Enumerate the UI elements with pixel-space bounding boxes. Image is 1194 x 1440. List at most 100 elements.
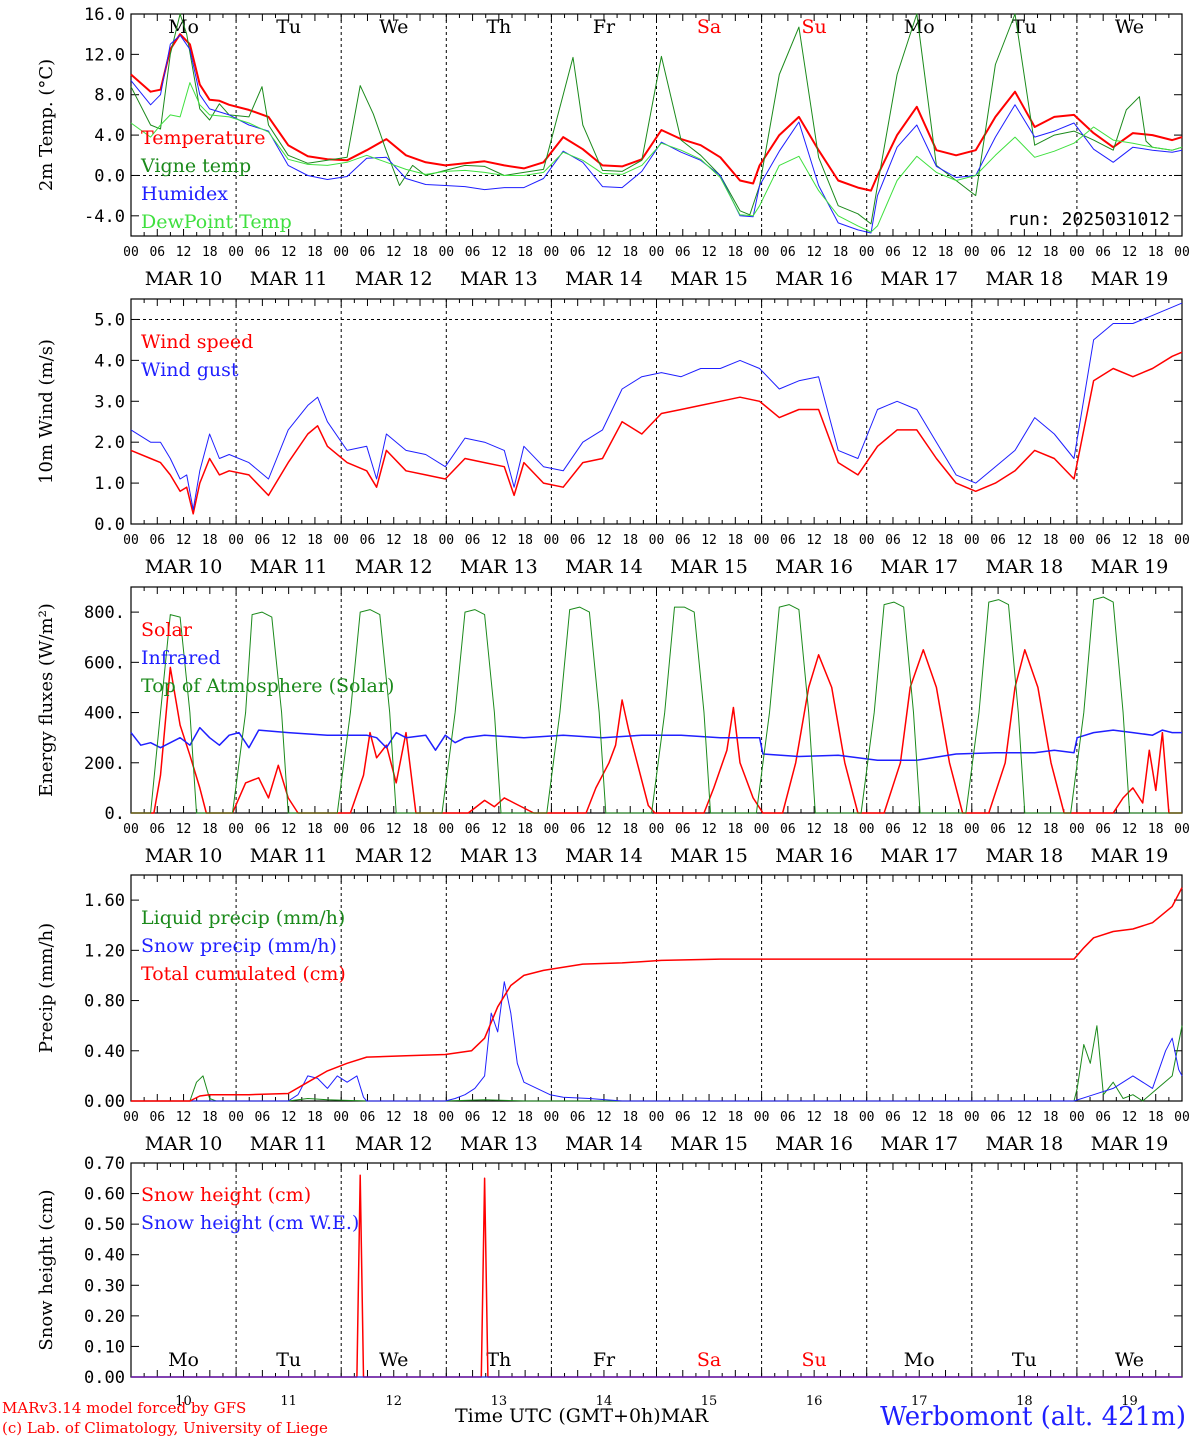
hour-tick-label: 00 xyxy=(649,533,665,548)
y-tick-label: 16.0 xyxy=(84,5,125,25)
hour-tick-label: 00 xyxy=(649,1110,665,1125)
hour-tick-label: 12 xyxy=(1017,822,1033,837)
hour-tick-label: 12 xyxy=(176,1110,192,1125)
y-tick-label: 2.0 xyxy=(94,433,125,453)
date-label: MAR 12 xyxy=(355,556,433,578)
date-label: MAR 16 xyxy=(775,845,853,867)
hour-tick-label: 00 xyxy=(859,533,875,548)
day-of-week-label: We xyxy=(379,16,408,38)
hour-tick-label: 00 xyxy=(964,245,980,260)
date-label: MAR 14 xyxy=(565,845,643,867)
legend-entry: Humidex xyxy=(141,183,228,205)
day-of-week-label: Sa xyxy=(697,16,721,38)
legend-entry: DewPoint Temp xyxy=(141,211,292,233)
hour-tick-label: 06 xyxy=(780,1110,796,1125)
hour-tick-label: 12 xyxy=(596,533,612,548)
hour-tick-label: 00 xyxy=(544,245,560,260)
date-label: MAR 19 xyxy=(1091,1133,1169,1155)
hour-tick-label: 18 xyxy=(727,533,743,548)
hour-tick-label: 18 xyxy=(938,822,954,837)
series-energy-2 xyxy=(131,596,1182,814)
hour-tick-label: 06 xyxy=(1095,1110,1111,1125)
date-label: MAR 10 xyxy=(145,556,223,578)
hour-tick-label: 12 xyxy=(701,1110,717,1125)
date-label: MAR 12 xyxy=(355,1133,433,1155)
day-of-week-label: Sa xyxy=(697,1349,721,1371)
panel-energy: 0. 200. 400. 600. 800. Energy fluxes (W/m²) 00… xyxy=(36,586,1190,867)
hour-tick-label: 06 xyxy=(255,533,271,548)
hour-tick-label: 18 xyxy=(622,533,638,548)
day-number-label: 16 xyxy=(806,1394,823,1409)
date-label: MAR 14 xyxy=(565,1133,643,1155)
legend-entry: Solar xyxy=(141,619,193,641)
hour-tick-label: 12 xyxy=(1122,533,1138,548)
hour-tick-label: 06 xyxy=(780,533,796,548)
hour-tick-label: 00 xyxy=(964,822,980,837)
series-precip-0 xyxy=(131,1025,1183,1102)
y-tick-label: 5.0 xyxy=(94,310,125,330)
hour-tick-label: 12 xyxy=(386,533,402,548)
day-number-label: 12 xyxy=(385,1394,402,1409)
hour-tick-label: 06 xyxy=(675,822,691,837)
date-label: MAR 16 xyxy=(775,268,853,290)
date-label: MAR 13 xyxy=(460,556,538,578)
date-label: MAR 19 xyxy=(1091,556,1169,578)
day-of-week-label: Mo xyxy=(904,1349,935,1371)
hour-tick-label: 00 xyxy=(228,1110,244,1125)
hour-tick-label: 18 xyxy=(1043,245,1059,260)
date-label: MAR 17 xyxy=(880,268,958,290)
hour-tick-label: 00 xyxy=(438,1110,454,1125)
y-tick-label: 0.20 xyxy=(84,1307,125,1327)
hour-tick-label: 18 xyxy=(833,533,849,548)
hour-tick-label: 06 xyxy=(885,1110,901,1125)
y-tick-label: 0.0 xyxy=(94,515,125,535)
y-tick-label: 0.50 xyxy=(84,1215,125,1235)
y-tick-label: -4.0 xyxy=(84,207,125,227)
hour-tick-label: 12 xyxy=(701,822,717,837)
hour-tick-label: 06 xyxy=(675,533,691,548)
hour-tick-label: 18 xyxy=(938,245,954,260)
hour-tick-label: 06 xyxy=(465,245,481,260)
date-label: MAR 16 xyxy=(775,556,853,578)
hour-tick-label: 00 xyxy=(754,822,770,837)
y-axis-label: Precip (mm/h) xyxy=(36,923,57,1053)
hour-tick-label: 00 xyxy=(649,245,665,260)
date-label: MAR 10 xyxy=(145,268,223,290)
date-label: MAR 17 xyxy=(880,1133,958,1155)
run-annotation: run: 2025031012 xyxy=(1007,209,1170,230)
hour-tick-label: 18 xyxy=(412,1110,428,1125)
hour-tick-label: 00 xyxy=(333,245,349,260)
date-label: MAR 11 xyxy=(250,1133,328,1155)
y-tick-label: 400. xyxy=(84,704,125,724)
hour-tick-label: 12 xyxy=(386,245,402,260)
hour-tick-label: 00 xyxy=(1069,1110,1085,1125)
hour-tick-label: 18 xyxy=(517,533,533,548)
hour-tick-label: 18 xyxy=(517,1110,533,1125)
hour-tick-label: 18 xyxy=(1148,822,1164,837)
hour-tick-label: 12 xyxy=(911,1110,927,1125)
day-of-week-label: Su xyxy=(802,16,827,38)
hour-tick-label: 18 xyxy=(202,533,218,548)
hour-tick-label: 06 xyxy=(465,533,481,548)
hour-tick-label: 06 xyxy=(465,1110,481,1125)
y-tick-label: 4.0 xyxy=(94,351,125,371)
hour-tick-label: 00 xyxy=(438,822,454,837)
day-of-week-label: Th xyxy=(486,1349,511,1371)
y-tick-label: 0. xyxy=(105,804,125,824)
date-label: MAR 18 xyxy=(985,1133,1063,1155)
hour-tick-label: 00 xyxy=(1069,245,1085,260)
hour-tick-label: 18 xyxy=(1148,1110,1164,1125)
date-label: MAR 14 xyxy=(565,556,643,578)
hour-tick-label: 06 xyxy=(990,1110,1006,1125)
hour-tick-label: 00 xyxy=(544,822,560,837)
hour-tick-label: 00 xyxy=(859,245,875,260)
hour-tick-label: 00 xyxy=(123,245,139,260)
plot-frame xyxy=(130,298,1183,525)
series-energy-1 xyxy=(130,726,1182,762)
hour-tick-label: 18 xyxy=(833,245,849,260)
y-axis-label: Snow height (cm) xyxy=(36,1189,57,1350)
station-name: Werbomont (alt. 421m) xyxy=(880,1402,1186,1432)
hour-tick-label: 12 xyxy=(596,822,612,837)
hour-tick-label: 00 xyxy=(333,1110,349,1125)
hour-tick-label: 00 xyxy=(333,822,349,837)
